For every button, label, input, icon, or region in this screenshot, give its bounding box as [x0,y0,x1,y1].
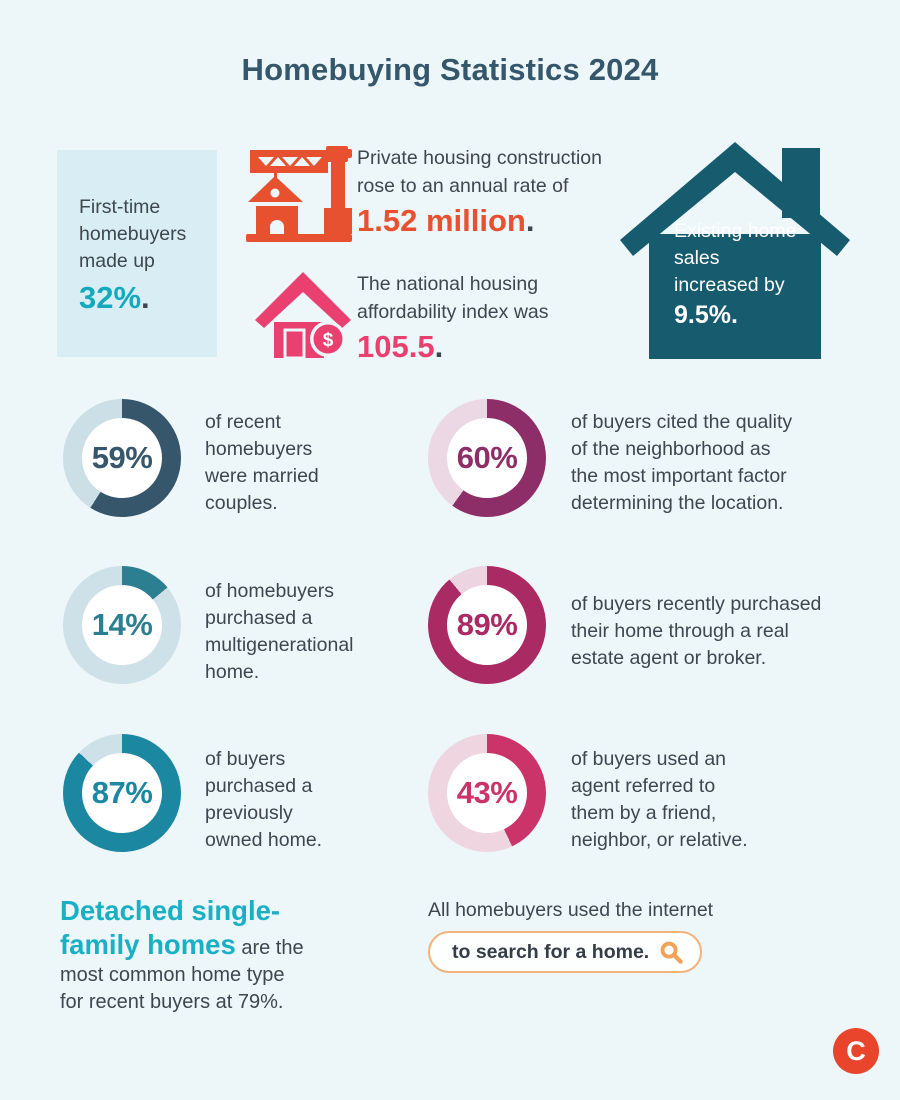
affordability-stat: The national housing affordability index… [357,270,647,365]
donut-previously-owned-text: of buyers purchased a previously owned h… [205,748,323,851]
donut-multigenerational-text: of homebuyers purchased a multigeneratio… [205,580,354,683]
home-icon [620,142,850,359]
crane-icon [246,146,354,247]
existing-sales-card: Existing home sales increased by 9.5%. [618,142,852,359]
donut-value: 89% [456,607,518,642]
donut-value: 43% [456,775,518,810]
money-house-icon: $ [252,270,354,365]
search-pill: to search for a home. [428,931,703,973]
search-pill-text: to search for a home. [452,940,650,963]
donut-agent-broker-text: of buyers recently purchased their home … [571,593,822,669]
detached-homes-highlight: Detached single- family homes [60,895,281,960]
detached-homes-text: Detached single- family homes are the mo… [60,895,304,1013]
donut-referred-agent-text: of buyers used an agent referred to them… [571,748,748,851]
donut-value: 87% [91,775,153,810]
first-time-buyers-text: First-time homebuyers made up [79,196,187,272]
existing-sales-text: Existing home sales increased by 9.5%. [674,220,797,329]
donut-value: 60% [456,440,518,475]
first-time-buyers-value: 32%. [79,280,150,315]
donut-value: 59% [91,440,153,475]
affordability-text: The national housing affordability index… [357,273,549,323]
first-time-buyers-card: First-time homebuyers made up 32%. [57,150,217,357]
donut-previously-owned: 87% [63,734,181,852]
search-icon [660,941,684,964]
construction-text: Private housing construction rose to an … [357,147,602,197]
existing-sales-value: 9.5%. [674,301,738,329]
svg-text:$: $ [323,330,334,351]
internet-line: All homebuyers used the internet [428,899,714,921]
construction-value: 1.52 million. [357,203,535,238]
construction-stat: Private housing construction rose to an … [357,144,647,239]
donut-married-couples-text: of recent homebuyers were married couple… [205,411,319,514]
donut-agent-broker: 89% [428,566,546,684]
donut-referred-agent: 43% [428,734,546,852]
page-title: Homebuying Statistics 2024 [241,52,659,87]
donut-multigenerational: 14% [63,566,181,684]
affordability-value: 105.5. [357,329,444,364]
donut-married-couples: 59% [63,399,181,517]
donut-value: 14% [91,607,153,642]
brand-logo-icon: C [833,1028,879,1074]
donut-neighborhood: 60% [428,399,546,517]
donut-neighborhood-text: of buyers cited the quality of the neigh… [571,411,793,514]
